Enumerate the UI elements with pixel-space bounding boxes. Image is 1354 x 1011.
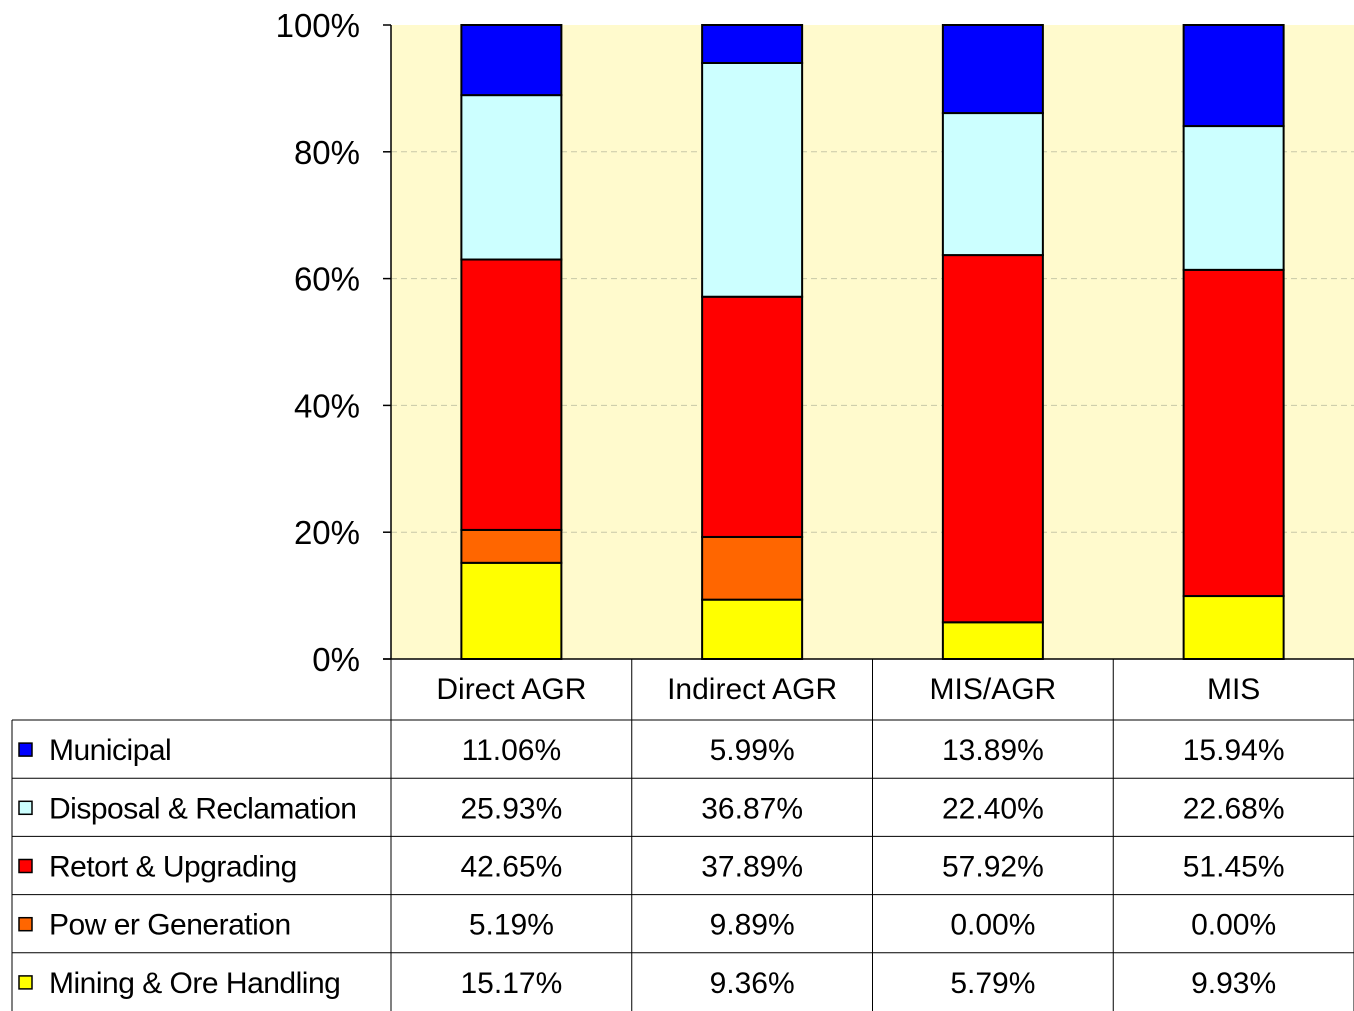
bar-segment (460, 258, 563, 531)
bar-segment (941, 621, 1044, 660)
bar-segment (941, 112, 1044, 257)
bar-segment (701, 24, 804, 64)
legend-label: Retort & Upgrading (49, 851, 297, 884)
table-value: 42.65% (461, 851, 563, 884)
bar-segment (701, 61, 804, 298)
table-value: 11.06% (462, 734, 562, 767)
table-value: 13.89% (942, 734, 1044, 767)
bar-segment (460, 528, 563, 564)
table-value: 37.89% (701, 851, 803, 884)
table-value: 15.17% (461, 967, 563, 1000)
legend-label: Municipal (49, 734, 171, 767)
legend-swatch (18, 916, 33, 932)
table-value: 51.45% (1183, 851, 1285, 884)
table-value: 5.19% (469, 909, 554, 942)
legend-label: Pow er Generation (49, 909, 291, 942)
bar-segment (941, 24, 1044, 115)
bar-segment (1182, 125, 1285, 271)
legend-swatch (18, 742, 33, 757)
bar-segment (460, 24, 563, 97)
legend-label: Disposal & Reclamation (49, 792, 356, 825)
y-tick-label: 20% (294, 514, 360, 551)
table-value: 15.94% (1183, 734, 1285, 767)
legend-label: Mining & Ore Handling (49, 967, 340, 1000)
table-value: 25.93% (461, 792, 563, 825)
bar-segment (1182, 24, 1285, 128)
category-label: Indirect AGR (667, 673, 837, 706)
y-tick-label: 40% (294, 387, 360, 424)
bar-segment (701, 295, 804, 538)
legend-swatch (18, 800, 33, 816)
y-tick-label: 100% (276, 7, 360, 44)
table-value: 9.36% (710, 967, 795, 1000)
table-value: 36.87% (701, 792, 803, 825)
table-value: 22.68% (1183, 792, 1285, 825)
table-value: 5.99% (710, 734, 795, 767)
table-value: 5.79% (950, 967, 1035, 1000)
category-label: MIS/AGR (930, 673, 1057, 706)
bar-stacks (460, 24, 1285, 661)
bar-segment (701, 598, 804, 660)
table-value: 57.92% (942, 851, 1044, 884)
table-value: 0.00% (1191, 909, 1276, 942)
y-tick-labels: 0% 20% 40% 60% 80% 100% (276, 7, 360, 678)
axes (383, 24, 1354, 660)
y-tick-label: 0% (312, 641, 360, 678)
data-table: Direct AGR Indirect AGR MIS/AGR MIS Municipa… (11, 659, 1354, 1011)
bar-segment (1182, 595, 1285, 661)
table-value: 0.00% (950, 909, 1035, 942)
y-tick-label: 80% (294, 134, 360, 171)
table-value: 9.89% (710, 909, 795, 942)
bar-segment (460, 94, 563, 261)
category-label: Direct AGR (436, 673, 586, 706)
bar-segment (1182, 268, 1285, 598)
table-value: 22.40% (942, 792, 1044, 825)
table-value: 9.93% (1191, 967, 1276, 1000)
legend-swatch (18, 975, 33, 990)
y-tick-label: 60% (294, 261, 360, 298)
legend-swatch (18, 858, 33, 874)
category-label: MIS (1207, 673, 1260, 706)
bar-segment (701, 535, 804, 601)
bar-segment (941, 254, 1044, 624)
bar-segment (460, 561, 563, 661)
